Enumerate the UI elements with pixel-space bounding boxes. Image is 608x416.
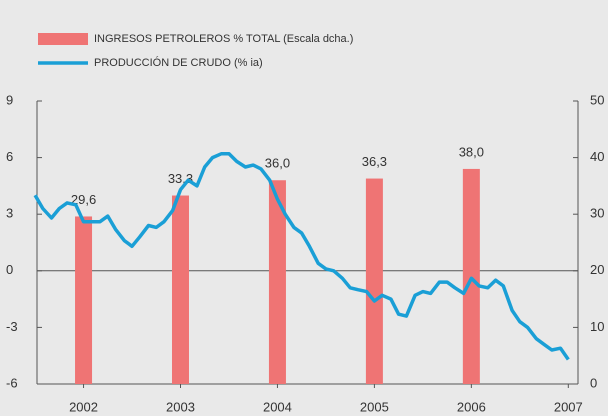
x-tick-label: 2005	[360, 399, 389, 414]
x-tick-label: 2004	[263, 399, 292, 414]
y-tick-label: 3	[6, 206, 13, 221]
bar	[75, 216, 93, 384]
legend-swatch	[38, 33, 88, 45]
y2-tick-label: 10	[590, 319, 604, 334]
value-label: 29,6	[71, 192, 96, 207]
y2-tick-label: 40	[590, 149, 604, 164]
bar	[268, 180, 286, 384]
y2-tick-label: 20	[590, 262, 604, 277]
y-tick-label: 0	[6, 262, 13, 277]
value-label: 38,0	[459, 144, 484, 159]
legend-label: PRODUCCIÓN DE CRUDO (% ia)	[94, 56, 263, 69]
y2-tick-label: 0	[590, 375, 597, 390]
value-label: 36,0	[265, 156, 290, 171]
value-label: 36,3	[362, 154, 387, 169]
y2-tick-label: 30	[590, 206, 604, 221]
y-tick-label: -3	[6, 319, 18, 334]
y2-tick-label: 50	[590, 92, 604, 107]
bar	[171, 195, 189, 384]
x-tick-label: 2002	[69, 399, 98, 414]
y-tick-label: 9	[6, 92, 13, 107]
line	[33, 152, 570, 361]
value-label: 33,3	[168, 171, 193, 186]
bar	[365, 178, 383, 384]
x-tick-label: 2003	[166, 399, 195, 414]
y-tick-label: -6	[6, 375, 18, 390]
y-tick-label: 6	[6, 149, 13, 164]
x-tick-label: 2007	[554, 399, 583, 414]
bar	[462, 168, 480, 384]
x-tick-label: 2006	[457, 399, 486, 414]
legend-label: INGRESOS PETROLEROS % TOTAL (Escala dcha…	[94, 33, 353, 45]
